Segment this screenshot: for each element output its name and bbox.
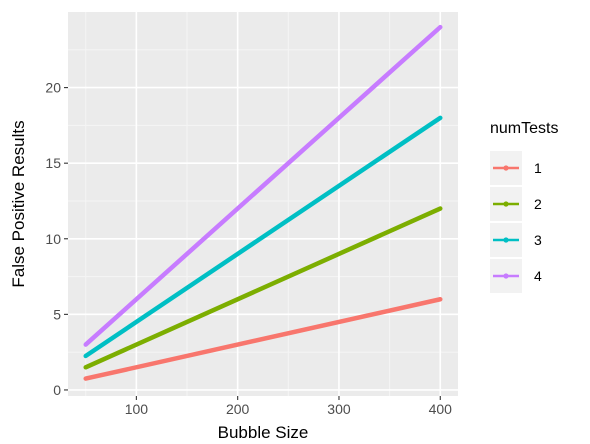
legend-key-dot	[503, 201, 509, 207]
series-line-3	[83, 115, 443, 359]
y-tick-label: 20	[45, 80, 61, 96]
x-tick-label: 200	[226, 401, 250, 417]
y-tick-label: 0	[53, 382, 61, 398]
major-gridlines	[68, 12, 458, 396]
y-axis-ticks: 0 5 10 15 20	[45, 80, 68, 398]
y-axis-label: False Positive Results	[9, 120, 28, 287]
series-lines	[83, 24, 443, 381]
legend-key-dot	[503, 237, 509, 243]
y-tick-label: 5	[53, 306, 61, 322]
y-tick-label: 10	[45, 231, 61, 247]
x-tick-label: 100	[125, 401, 149, 417]
series-line-1	[83, 296, 443, 381]
plot-panel	[68, 12, 458, 396]
legend-label: 3	[534, 232, 542, 248]
legend-key-dot	[503, 273, 509, 279]
x-axis-ticks: 100 200 300 400	[125, 396, 452, 417]
x-tick-label: 300	[327, 401, 351, 417]
x-axis-label: Bubble Size	[218, 423, 309, 442]
legend-items: 1 2 3 4	[490, 151, 542, 293]
legend-key-dot	[503, 165, 509, 171]
legend: numTests 1 2 3 4	[490, 120, 558, 293]
x-tick-label: 400	[429, 401, 453, 417]
minor-gridlines	[68, 12, 458, 396]
series-line-4	[83, 24, 443, 347]
legend-label: 2	[534, 196, 542, 212]
y-tick-label: 15	[45, 155, 61, 171]
legend-label: 1	[534, 160, 542, 176]
legend-title: numTests	[490, 120, 558, 137]
series-line-2	[83, 206, 443, 370]
legend-label: 4	[534, 268, 542, 284]
